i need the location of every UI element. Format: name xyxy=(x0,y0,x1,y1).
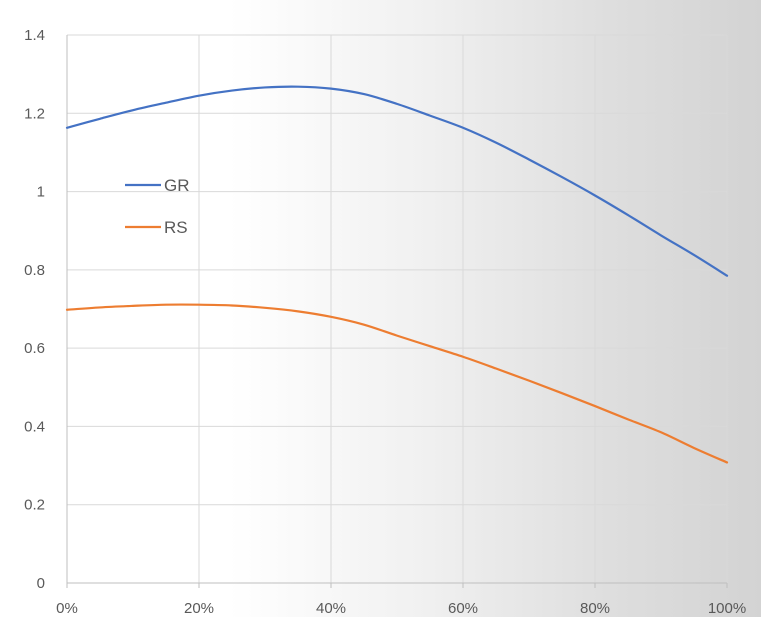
x-tick-label: 80% xyxy=(580,600,610,617)
y-tick-label: 1.4 xyxy=(24,27,45,44)
x-tick-label: 0% xyxy=(56,600,78,617)
x-tick-label: 40% xyxy=(316,600,346,617)
y-tick-label: 1.2 xyxy=(24,105,45,122)
x-tick-label: 60% xyxy=(448,600,478,617)
series-lines xyxy=(65,85,729,464)
y-tick-label: 0.2 xyxy=(24,497,45,514)
y-tick-label: 0 xyxy=(37,575,45,592)
axes: 0 0.2 0.4 0.6 0.8 1 1.2 1.4 0% 20% 40% 60% 80% 100% xyxy=(24,27,746,617)
legend: GR RS xyxy=(125,176,190,237)
series-line-gr xyxy=(65,85,729,277)
x-tick-label: 20% xyxy=(184,600,214,617)
y-tick-label: 0.4 xyxy=(24,418,45,435)
y-tick-label: 1 xyxy=(37,184,45,201)
series-line-rs xyxy=(65,303,729,464)
legend-label-gr: GR xyxy=(164,176,190,195)
y-tick-label: 0.6 xyxy=(24,340,45,357)
legend-label-rs: RS xyxy=(164,218,188,237)
x-tick-label: 100% xyxy=(708,600,746,617)
gridlines xyxy=(67,34,728,583)
y-tick-label: 0.8 xyxy=(24,262,45,279)
